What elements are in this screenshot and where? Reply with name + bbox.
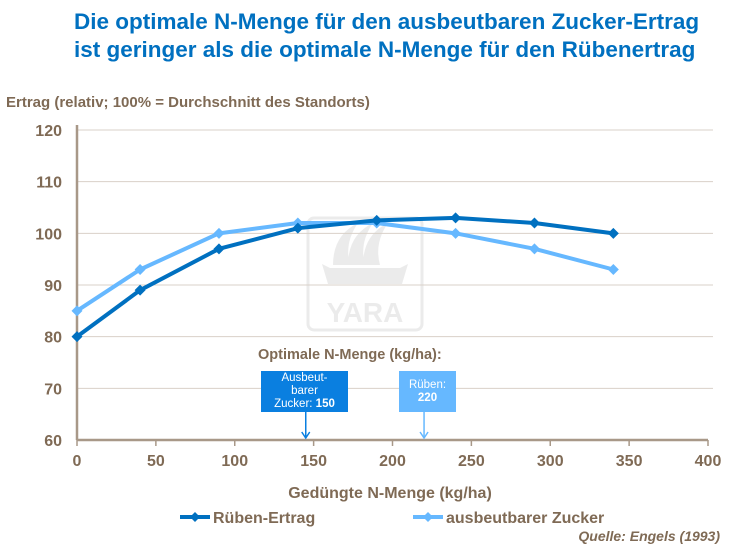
data-point — [71, 331, 83, 343]
y-tick-label: 110 — [36, 175, 62, 192]
optimum-rueben-box: Rüben: 220 — [399, 371, 456, 412]
x-tick-label: 50 — [147, 453, 165, 470]
source-note: Quelle: Engels (1993) — [578, 528, 720, 544]
zucker-line3: Zucker: — [274, 398, 316, 410]
yara-logo-watermark: YARA — [306, 216, 424, 332]
x-tick-label: 300 — [537, 453, 564, 470]
data-point — [450, 212, 462, 224]
data-point — [371, 214, 383, 226]
y-tick-label: 100 — [35, 226, 62, 243]
data-point — [528, 217, 540, 229]
data-point — [607, 264, 619, 275]
x-tick-label: 350 — [616, 453, 643, 470]
legend-marker — [190, 512, 200, 522]
data-point — [213, 227, 225, 239]
zucker-line1: Ausbeut- — [281, 372, 328, 384]
data-point — [71, 305, 83, 317]
optimum-arrowhead — [419, 431, 429, 440]
x-tick-label: 100 — [221, 453, 248, 470]
data-point — [213, 243, 225, 255]
x-tick-label: 250 — [458, 453, 485, 470]
rueben-value: 220 — [417, 391, 438, 404]
y-tick-label: 90 — [44, 278, 62, 295]
zucker-line2: barer — [291, 385, 318, 397]
y-tick-label: 60 — [44, 433, 62, 450]
optimum-arrowhead — [301, 431, 311, 440]
rueben-line1: Rüben: — [408, 378, 447, 391]
data-point — [528, 243, 540, 255]
legend-label: Rüben-Ertrag — [213, 510, 315, 527]
x-tick-label: 400 — [695, 453, 722, 470]
chart-title: Die optimale N-Menge für den ausbeutbare… — [74, 9, 700, 62]
y-axis-label: Ertrag (relativ; 100% = Durchschnitt des… — [6, 94, 370, 111]
data-point — [134, 284, 146, 296]
y-tick-label: 80 — [44, 330, 62, 347]
y-tick-label: 70 — [44, 381, 62, 398]
legend-label: ausbeutbarer Zucker — [446, 510, 604, 527]
data-point — [607, 227, 619, 239]
x-tick-label: 150 — [300, 453, 327, 470]
zucker-value: 150 — [315, 398, 335, 410]
data-point — [292, 222, 304, 234]
data-point — [134, 264, 146, 275]
optimum-zucker-box: Ausbeut- barer Zucker: 150 — [261, 371, 348, 412]
data-point — [450, 227, 462, 239]
optimum-heading: Optimale N-Menge (kg/ha): — [258, 347, 442, 363]
x-tick-label: 0 — [73, 453, 82, 470]
x-axis-label: Gedüngte N-Menge (kg/ha) — [288, 485, 492, 502]
svg-text:YARA: YARA — [327, 297, 404, 328]
y-tick-label: 120 — [35, 123, 62, 140]
legend-marker — [423, 512, 433, 522]
x-tick-label: 200 — [379, 453, 406, 470]
series-line — [75, 215, 614, 339]
